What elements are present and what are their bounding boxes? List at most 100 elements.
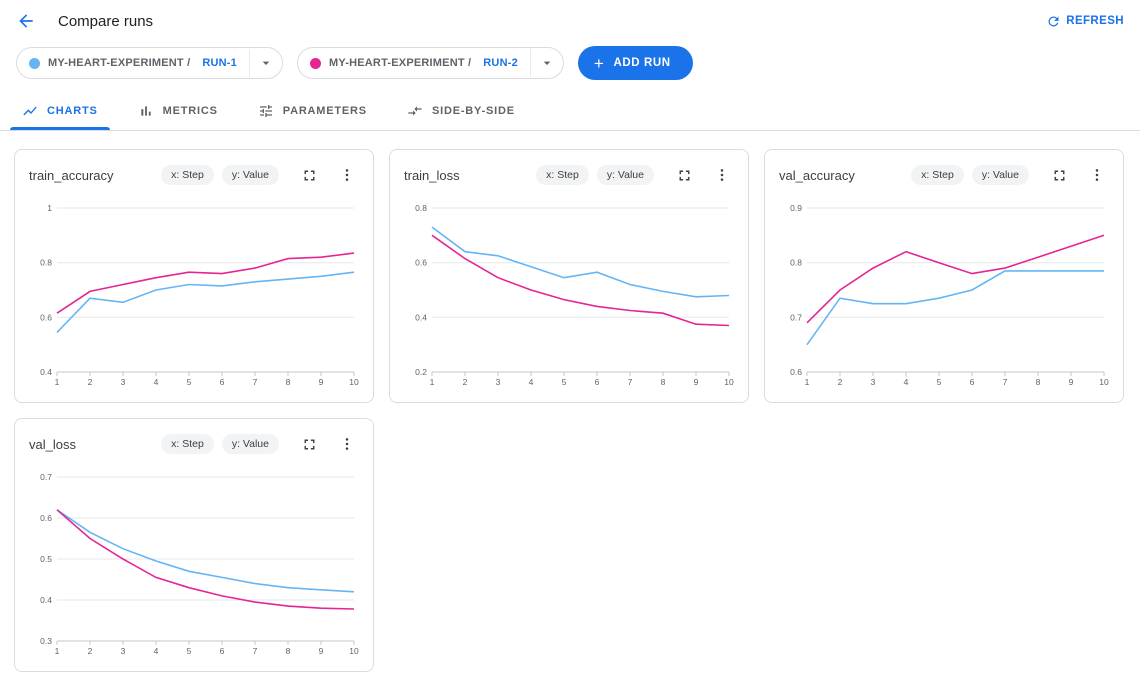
svg-text:1: 1 [55, 646, 60, 656]
svg-text:2: 2 [463, 377, 468, 387]
x-axis-chip[interactable]: x: Step [161, 434, 214, 454]
line-chart: 0.2 0.4 0.6 0.8 1 2 3 4 5 6 7 8 9 10 [415, 203, 734, 387]
top-bar: Compare runs REFRESH [0, 0, 1140, 42]
chart-title: train_loss [404, 167, 460, 183]
svg-text:2: 2 [88, 646, 93, 656]
fullscreen-icon[interactable] [297, 163, 321, 187]
kebab-menu-icon[interactable] [710, 163, 734, 187]
svg-text:5: 5 [937, 377, 942, 387]
x-axis-chip[interactable]: x: Step [161, 165, 214, 185]
run1-color-dot [29, 57, 40, 69]
svg-text:4: 4 [529, 377, 534, 387]
tab-side-by-side[interactable]: SIDE-BY-SIDE [387, 92, 535, 130]
chart-card-val-loss: val_loss x: Step y: Value 0.3 0.4 0.5 0.6 0.… [14, 418, 374, 672]
svg-text:8: 8 [286, 646, 291, 656]
svg-text:0.6: 0.6 [415, 258, 427, 268]
tab-bar: CHARTS METRICS PARAMETERS SIDE-BY-SIDE [0, 92, 1140, 131]
y-axis-chip[interactable]: y: Value [971, 165, 1029, 185]
svg-text:0.8: 0.8 [40, 258, 52, 268]
svg-text:4: 4 [154, 377, 159, 387]
y-axis-chip[interactable]: y: Value [221, 165, 279, 185]
svg-text:1: 1 [805, 377, 810, 387]
chart-title: val_loss [29, 436, 76, 452]
svg-text:0.5: 0.5 [40, 554, 52, 564]
svg-text:7: 7 [628, 377, 633, 387]
run1-experiment-label: MY-HEART-EXPERIMENT / [48, 57, 191, 69]
compare-arrows-icon [408, 106, 422, 116]
svg-text:0.3: 0.3 [40, 636, 52, 646]
svg-text:9: 9 [319, 646, 324, 656]
tab-parameters[interactable]: PARAMETERS [238, 92, 387, 130]
svg-text:1: 1 [47, 203, 52, 213]
fullscreen-icon[interactable] [672, 163, 696, 187]
svg-text:5: 5 [562, 377, 567, 387]
tab-metrics[interactable]: METRICS [118, 92, 238, 130]
svg-text:6: 6 [220, 377, 225, 387]
svg-text:3: 3 [871, 377, 876, 387]
kebab-menu-icon[interactable] [335, 163, 359, 187]
refresh-icon [1048, 15, 1059, 26]
chart-card-train-accuracy: train_accuracy x: Step y: Value 0.4 0.6 0.… [14, 149, 374, 403]
run1-name-label: RUN-1 [202, 57, 237, 69]
svg-text:7: 7 [253, 377, 258, 387]
svg-text:10: 10 [1099, 377, 1109, 387]
chevron-down-icon[interactable] [529, 49, 561, 77]
svg-text:5: 5 [187, 377, 192, 387]
y-axis-chip[interactable]: y: Value [596, 165, 654, 185]
svg-text:0.2: 0.2 [415, 367, 427, 377]
svg-text:8: 8 [286, 377, 291, 387]
svg-text:9: 9 [319, 377, 324, 387]
svg-text:10: 10 [349, 646, 359, 656]
svg-text:0.4: 0.4 [40, 595, 52, 605]
svg-text:5: 5 [187, 646, 192, 656]
add-run-button[interactable]: + ADD RUN [577, 46, 693, 80]
svg-text:10: 10 [724, 377, 734, 387]
svg-text:9: 9 [1069, 377, 1074, 387]
run-selector-1[interactable]: MY-HEART-EXPERIMENT / RUN-1 [16, 47, 283, 79]
fullscreen-icon[interactable] [1047, 163, 1071, 187]
bar-chart-icon [140, 106, 151, 116]
line-chart-icon [23, 106, 37, 116]
svg-text:6: 6 [595, 377, 600, 387]
x-axis-chip[interactable]: x: Step [911, 165, 964, 185]
chart-title: val_accuracy [779, 167, 855, 183]
svg-text:0.7: 0.7 [790, 312, 802, 322]
line-chart: 0.6 0.7 0.8 0.9 1 2 3 4 5 6 7 8 9 10 [790, 203, 1109, 387]
svg-text:6: 6 [220, 646, 225, 656]
svg-text:0.4: 0.4 [415, 312, 427, 322]
chevron-down-icon[interactable] [248, 49, 280, 77]
chart-card-val-accuracy: val_accuracy x: Step y: Value 0.6 0.7 0.8 0… [764, 149, 1124, 403]
run-selector-2[interactable]: MY-HEART-EXPERIMENT / RUN-2 [296, 47, 564, 79]
svg-text:3: 3 [496, 377, 501, 387]
svg-text:7: 7 [1003, 377, 1008, 387]
svg-text:3: 3 [121, 377, 126, 387]
svg-text:0.6: 0.6 [40, 312, 52, 322]
kebab-menu-icon[interactable] [1085, 163, 1109, 187]
svg-text:8: 8 [1036, 377, 1041, 387]
run2-color-dot [309, 57, 321, 69]
plus-icon: + [593, 53, 605, 73]
back-arrow-icon[interactable] [16, 11, 36, 31]
tab-charts[interactable]: CHARTS [2, 92, 118, 130]
chart-title: train_accuracy [29, 167, 114, 183]
page-title: Compare runs [58, 12, 154, 30]
fullscreen-icon[interactable] [297, 432, 321, 456]
svg-text:0.8: 0.8 [790, 258, 802, 268]
svg-text:8: 8 [661, 377, 666, 387]
line-chart: 0.3 0.4 0.5 0.6 0.7 1 2 3 4 5 6 7 8 9 10 [40, 472, 359, 656]
kebab-menu-icon[interactable] [335, 432, 359, 456]
svg-text:0.7: 0.7 [40, 472, 52, 482]
svg-text:1: 1 [430, 377, 435, 387]
svg-text:7: 7 [253, 646, 258, 656]
run2-experiment-label: MY-HEART-EXPERIMENT / [328, 57, 472, 69]
line-chart: 0.4 0.6 0.8 1 1 2 3 4 5 6 7 8 9 10 [40, 203, 359, 387]
add-run-label: ADD RUN [613, 57, 671, 69]
tune-icon [259, 105, 272, 117]
run-selector-row: MY-HEART-EXPERIMENT / RUN-1 MY-HEART-EXP… [0, 42, 1140, 92]
refresh-button[interactable]: REFRESH [1046, 14, 1124, 29]
x-axis-chip[interactable]: x: Step [536, 165, 589, 185]
svg-text:4: 4 [154, 646, 159, 656]
y-axis-chip[interactable]: y: Value [221, 434, 279, 454]
svg-text:9: 9 [694, 377, 699, 387]
svg-text:1: 1 [55, 377, 60, 387]
